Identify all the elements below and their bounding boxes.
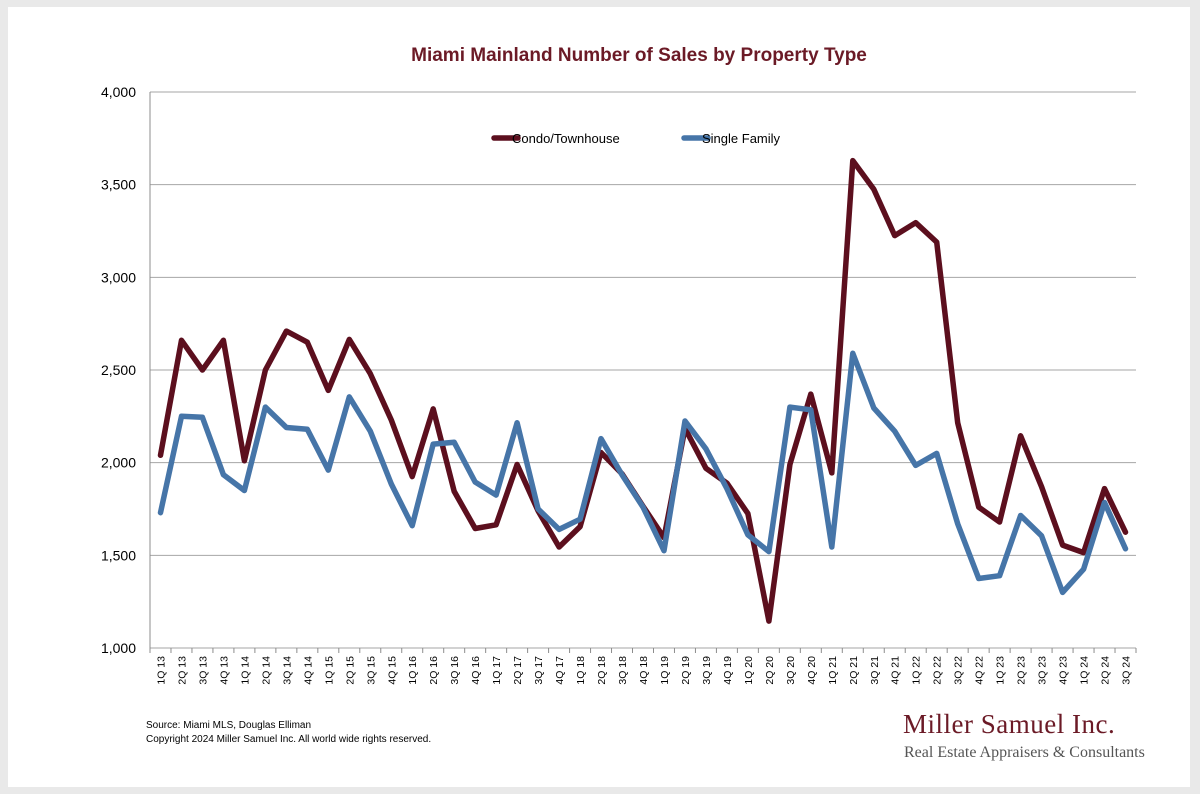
- x-tick-label: 1Q 16: [407, 656, 419, 685]
- y-tick-label: 4,000: [101, 84, 136, 100]
- x-tick-label: 1Q 24: [1079, 656, 1091, 685]
- series-line-condo-townhouse: [157, 157, 1129, 624]
- x-tick-label: 2Q 14: [260, 656, 272, 685]
- series-line-single-family: [157, 350, 1129, 596]
- x-tick-label: 4Q 14: [302, 656, 314, 685]
- x-tick-label: 4Q 22: [974, 656, 986, 685]
- y-tick-label: 3,000: [101, 269, 136, 285]
- x-tick-label: 2Q 20: [764, 656, 776, 685]
- x-tick-label: 3Q 24: [1121, 656, 1133, 685]
- x-tick-label: 3Q 17: [533, 656, 545, 685]
- x-tick-label: 1Q 15: [323, 656, 335, 685]
- x-tick-label: 3Q 13: [197, 656, 209, 685]
- source-line: Source: Miami MLS, Douglas Elliman: [146, 720, 312, 731]
- x-tick-label: 1Q 14: [239, 656, 251, 685]
- x-tick-label: 3Q 20: [785, 656, 797, 685]
- y-tick-label: 3,500: [101, 177, 136, 193]
- x-tick-label: 2Q 23: [1016, 656, 1028, 685]
- y-tick-label: 1,000: [101, 640, 136, 656]
- x-tick-label: 2Q 24: [1100, 656, 1112, 685]
- x-tick-label: 1Q 18: [575, 656, 587, 685]
- x-tick-label: 4Q 16: [470, 656, 482, 685]
- x-tick-label: 4Q 18: [638, 656, 650, 685]
- x-tick-label: 3Q 14: [281, 656, 293, 685]
- x-tick-label: 2Q 18: [596, 656, 608, 685]
- x-tick-label: 1Q 20: [743, 656, 755, 685]
- x-tick-label: 1Q 23: [995, 656, 1007, 685]
- legend-label: Condo/Townhouse: [512, 131, 620, 146]
- x-tick-label: 2Q 15: [344, 656, 356, 685]
- x-tick-label: 4Q 17: [554, 656, 566, 685]
- x-tick-label: 3Q 22: [953, 656, 965, 685]
- brand-logo-name: Miller Samuel Inc.: [903, 709, 1116, 739]
- x-tick-label: 3Q 21: [869, 656, 881, 685]
- y-tick-label: 2,000: [101, 455, 136, 471]
- legend-label: Single Family: [702, 131, 781, 146]
- x-tick-label: 2Q 16: [428, 656, 440, 685]
- x-tick-label: 3Q 18: [617, 656, 629, 685]
- x-tick-label: 3Q 15: [365, 656, 377, 685]
- brand-tagline: Real Estate Appraisers & Consultants: [904, 744, 1145, 761]
- x-tick-label: 1Q 22: [911, 656, 923, 685]
- x-tick-label: 4Q 20: [806, 656, 818, 685]
- x-tick-label: 4Q 19: [722, 656, 734, 685]
- x-tick-label: 4Q 13: [218, 656, 230, 685]
- x-tick-label: 3Q 16: [449, 656, 461, 685]
- x-tick-label: 4Q 15: [386, 656, 398, 685]
- source-note: Source: Miami MLS, Douglas Elliman Copyr…: [146, 719, 431, 747]
- x-tick-label: 3Q 23: [1037, 656, 1049, 685]
- x-tick-label: 2Q 22: [932, 656, 944, 685]
- chart-card: [8, 7, 1190, 787]
- x-tick-label: 4Q 23: [1058, 656, 1070, 685]
- x-tick-label: 4Q 21: [890, 656, 902, 685]
- x-tick-label: 1Q 19: [659, 656, 671, 685]
- copyright-line: Copyright 2024 Miller Samuel Inc. All wo…: [146, 734, 432, 745]
- chart-title: Miami Mainland Number of Sales by Proper…: [411, 45, 867, 66]
- x-tick-label: 2Q 19: [680, 656, 692, 685]
- x-tick-label: 1Q 13: [155, 656, 167, 685]
- x-tick-label: 2Q 13: [176, 656, 188, 685]
- y-tick-label: 1,500: [101, 547, 136, 563]
- x-tick-label: 2Q 21: [848, 656, 860, 685]
- x-tick-label: 3Q 19: [701, 656, 713, 685]
- x-tick-label: 1Q 21: [827, 656, 839, 685]
- x-tick-label: 1Q 17: [491, 656, 503, 685]
- y-tick-label: 2,500: [101, 362, 136, 378]
- x-tick-label: 2Q 17: [512, 656, 524, 685]
